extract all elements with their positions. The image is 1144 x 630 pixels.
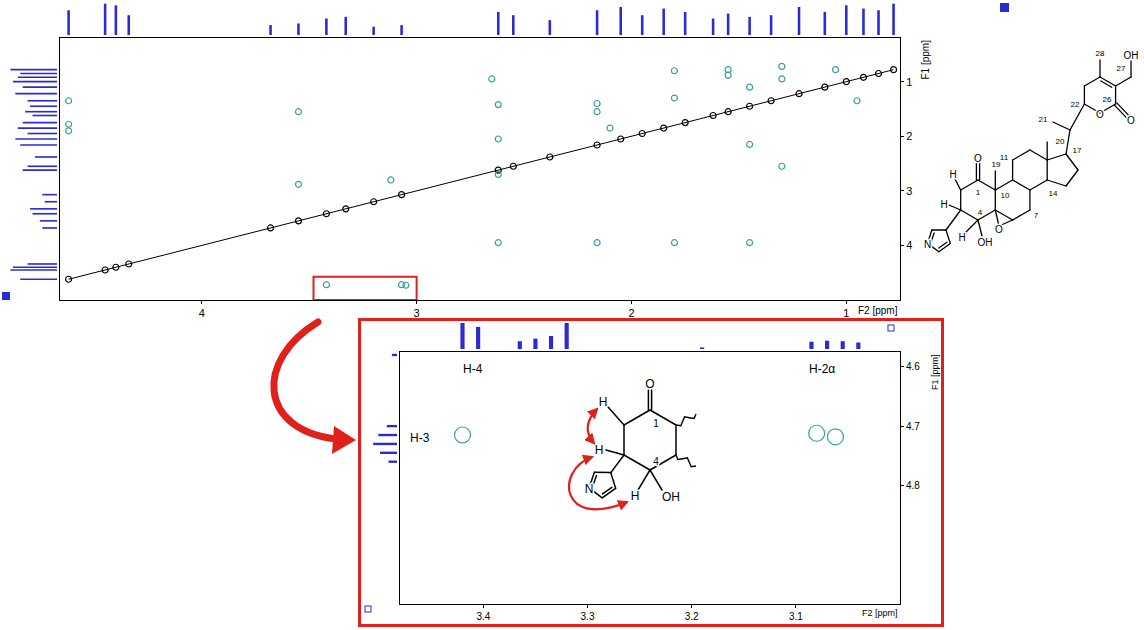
svg-text:26: 26 [1103,95,1112,104]
svg-text:1: 1 [906,76,912,88]
svg-text:4: 4 [906,239,912,251]
svg-text:1: 1 [843,307,849,319]
svg-text:3.1: 3.1 [789,611,803,622]
svg-text:H: H [958,232,965,243]
svg-text:H-3: H-3 [410,431,430,445]
svg-text:H: H [599,395,608,409]
svg-text:4.7: 4.7 [906,421,920,432]
svg-text:3: 3 [414,307,420,319]
svg-text:H-4: H-4 [463,362,483,376]
svg-text:2: 2 [906,130,912,142]
svg-text:4: 4 [978,208,983,217]
svg-text:28: 28 [1096,49,1105,58]
svg-text:27: 27 [1117,64,1126,73]
svg-text:H-2α: H-2α [809,362,835,376]
svg-text:22: 22 [1071,100,1080,109]
svg-text:OH: OH [1124,50,1139,61]
svg-text:4.6: 4.6 [906,361,920,372]
svg-text:F1 [ppm]: F1 [ppm] [920,40,931,80]
svg-text:H: H [631,489,640,503]
svg-text:10: 10 [1001,191,1010,200]
svg-text:F1 [ppm]: F1 [ppm] [930,354,940,390]
svg-text:H: H [940,199,947,210]
svg-text:O: O [645,377,654,391]
svg-text:3.3: 3.3 [581,611,595,622]
svg-text:H: H [949,169,956,180]
svg-text:19: 19 [992,160,1001,169]
svg-text:O: O [1127,115,1135,126]
svg-text:2: 2 [628,307,634,319]
svg-text:H: H [595,443,604,457]
svg-text:17: 17 [1073,146,1082,155]
svg-text:N: N [585,482,594,496]
svg-text:1: 1 [976,188,981,197]
svg-text:4: 4 [199,307,205,319]
svg-text:4: 4 [653,456,659,467]
svg-text:O: O [995,224,1003,235]
svg-text:N: N [924,239,931,250]
svg-text:F2 [ppm]: F2 [ppm] [862,608,898,618]
svg-text:11: 11 [1000,153,1009,162]
svg-text:3.4: 3.4 [476,611,490,622]
svg-text:F2 [ppm]: F2 [ppm] [858,305,898,316]
svg-text:1: 1 [653,418,659,429]
svg-text:O: O [1096,109,1104,120]
svg-text:OH: OH [662,490,680,504]
svg-text:3.2: 3.2 [685,611,699,622]
svg-text:21: 21 [1039,115,1048,124]
svg-text:OH: OH [978,237,993,248]
svg-text:3: 3 [906,185,912,197]
svg-text:14: 14 [1049,189,1058,198]
svg-text:7: 7 [1034,211,1039,220]
svg-text:4.8: 4.8 [906,480,920,491]
svg-text:20: 20 [1056,137,1065,146]
svg-text:O: O [974,153,982,164]
